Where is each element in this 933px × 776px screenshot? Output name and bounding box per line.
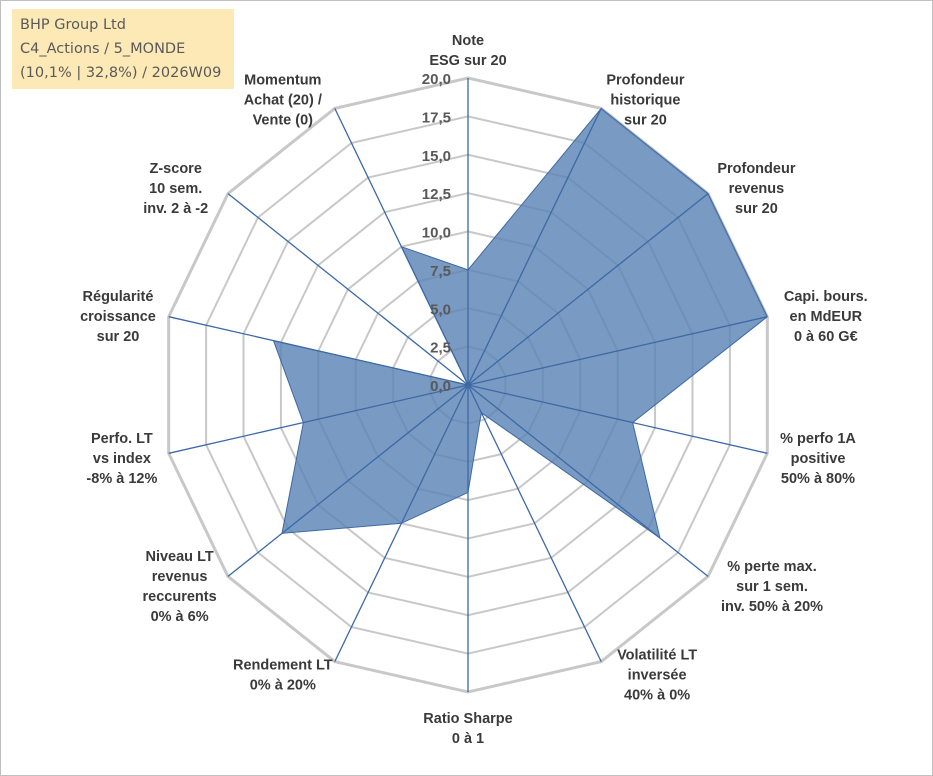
category-label: Z-score 10 sem. inv. 2 à -2: [143, 161, 208, 217]
category-label-line: Momentum: [244, 73, 321, 89]
category-label-line: 40% à 0%: [624, 687, 690, 703]
info-category: C4_Actions / 5_MONDE: [20, 41, 186, 57]
category-label: Capi. bours. en MdEUR 0 à 60 G€: [784, 289, 868, 345]
axis-spoke: [227, 193, 469, 386]
category-label-line: revenus: [729, 181, 785, 197]
category-label-line: % perfo 1A: [780, 431, 856, 447]
category-label-line: ESG sur 20: [429, 53, 506, 69]
category-label-line: Vente (0): [253, 113, 314, 129]
category-label-line: en MdEUR: [790, 309, 863, 325]
category-label-line: Profondeur: [717, 161, 795, 177]
category-label-line: Régularité: [83, 289, 154, 305]
category-label: Volatilité LT inversée 40% à 0%: [617, 647, 697, 703]
axis-spoke: [467, 384, 768, 454]
category-label-line: 0% à 6%: [151, 609, 209, 625]
axis-spoke: [168, 316, 469, 386]
category-label-line: Niveau LT: [145, 549, 213, 565]
category-label-line: sur 20: [735, 201, 778, 217]
tick-label: 20,0: [422, 71, 451, 88]
category-label: Régularité croissance sur 20: [80, 289, 156, 345]
category-label: Note ESG sur 20: [429, 33, 506, 69]
axis-spoke: [467, 316, 768, 386]
category-label: % perte max. sur 1 sem. inv. 50% à 20%: [721, 559, 823, 615]
category-label-line: 50% à 80%: [781, 471, 855, 487]
category-label: % perfo 1A positive 50% à 80%: [780, 431, 856, 487]
category-label-line: -8% à 12%: [86, 471, 157, 487]
category-label: Profondeur historique sur 20: [606, 73, 684, 129]
category-label-line: 10 sem.: [149, 181, 202, 197]
category-label: Perfo. LT vs index -8% à 12%: [86, 431, 157, 487]
tick-label: 2,5: [430, 340, 451, 357]
category-label-line: Capi. bours.: [784, 289, 868, 305]
category-label-line: Volatilité LT: [617, 647, 697, 663]
category-label-line: Note: [452, 33, 484, 49]
axis-spoke: [467, 384, 709, 577]
category-label: Profondeur revenus sur 20: [717, 161, 795, 217]
tick-label: 0,0: [430, 378, 451, 395]
category-label-line: Profondeur: [606, 73, 684, 89]
series-area: [272, 107, 768, 540]
category-label-line: sur 20: [624, 113, 667, 129]
category-label-line: Ratio Sharpe: [423, 711, 512, 727]
category-label-line: croissance: [80, 309, 156, 325]
category-label-line: historique: [610, 93, 680, 109]
category-label-line: 0 à 1: [452, 731, 484, 747]
category-label-line: 0 à 60 G€: [794, 329, 858, 345]
category-label-line: vs index: [93, 451, 151, 467]
axis-spoke: [168, 384, 469, 454]
category-label-line: Perfo. LT: [91, 431, 153, 447]
info-box: BHP Group Ltd C4_Actions / 5_MONDE (10,1…: [12, 9, 234, 89]
category-label: Niveau LT revenus reccurents 0% à 6%: [143, 549, 217, 625]
tick-label: 15,0: [422, 148, 451, 165]
category-label-line: positive: [791, 451, 846, 467]
category-label-line: revenus: [152, 569, 208, 585]
axis-spoke: [334, 108, 469, 386]
category-label-line: Achat (20) /: [244, 93, 322, 109]
category-label-line: inv. 50% à 20%: [721, 599, 823, 615]
tick-label: 17,5: [422, 109, 451, 126]
axis-spoke: [227, 384, 469, 577]
category-label: Rendement LT 0% à 20%: [233, 657, 333, 693]
tick-label: 5,0: [430, 301, 451, 318]
axis-spoke: [467, 384, 602, 662]
category-label-line: % perte max.: [727, 559, 816, 575]
category-label: Ratio Sharpe 0 à 1: [423, 711, 512, 747]
tick-label: 7,5: [430, 263, 451, 280]
category-label-line: Rendement LT: [233, 657, 333, 673]
category-label-line: reccurents: [143, 589, 217, 605]
category-label-line: sur 20: [97, 329, 140, 345]
category-label-line: sur 1 sem.: [736, 579, 808, 595]
tick-label: 12,5: [422, 186, 451, 203]
category-label-line: Z-score: [150, 161, 202, 177]
info-company-name: BHP Group Ltd: [20, 17, 126, 33]
category-label-line: 0% à 20%: [250, 677, 316, 693]
axis-spoke: [467, 193, 709, 386]
axis-spoke: [467, 108, 602, 386]
axis-spoke: [334, 384, 469, 662]
category-label: Momentum Achat (20) / Vente (0): [244, 73, 322, 129]
category-label-line: inversée: [628, 667, 687, 683]
info-stats: (10,1% | 32,8%) / 2026W09: [20, 65, 222, 81]
category-label-line: inv. 2 à -2: [143, 201, 208, 217]
tick-label: 10,0: [422, 225, 451, 242]
